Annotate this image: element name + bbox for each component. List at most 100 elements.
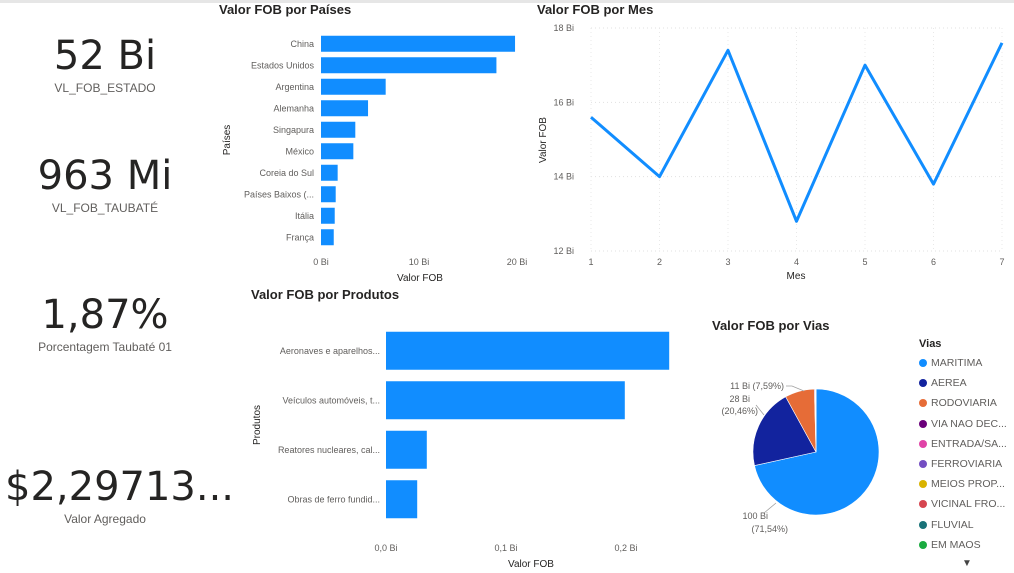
legend-item[interactable]: EM MAOS [919,535,1014,555]
kpi-card-percentage[interactable]: 1,87% Porcentagem Taubaté 01 [5,292,205,354]
legend-scroll-down-icon[interactable]: ▼ [962,558,972,569]
pie-legend: Vias MARITIMA AEREA RODOVIARIA VIA NAO DEC.… [919,338,1014,569]
y-axis-title: Produtos [252,405,263,445]
bar [321,143,354,160]
series-line [590,42,1004,223]
pie-slice [754,388,880,516]
legend-label: VIA NAO DEC... [931,417,1007,430]
leader-line [786,385,805,392]
kpi-label: Porcentagem Taubaté 01 [38,340,172,354]
legend-color-dot [919,399,927,408]
bar [321,35,516,52]
chart-title-mes: Valor FOB por Mes [537,2,654,17]
kpi-value: 963 Mi [37,153,173,199]
y-tick-label: Coreia do Sul [259,168,314,178]
x-tick-label: 0,1 Bi [494,543,517,553]
y-tick-label: Obras de ferro fundid... [287,494,380,504]
bar [321,100,369,117]
y-tick-label: França [286,232,314,242]
bar [321,57,497,74]
data-label: (71,54%) [751,524,788,534]
legend-label: AEREA [931,377,967,390]
legend-label: EM MAOS [931,538,981,551]
chart-valor-fob-paises[interactable]: China Estados Unidos Argentina Alemanha Sing… [215,20,530,285]
leader-line [755,404,765,416]
y-tick-label: Singapura [273,125,314,135]
y-axis-title: Países [222,125,233,156]
legend-item[interactable]: MEIOS PROP... [919,474,1014,494]
data-label: 100 Bi [742,511,768,521]
legend-label: VICINAL FRO... [931,498,1006,511]
legend-color-dot [919,480,927,489]
x-axis-title: Mes [787,271,806,282]
kpi-card-valor-agregado[interactable]: $2,29713... Valor Agregado [5,464,235,526]
legend-title: Vias [919,338,942,350]
y-tick-label: México [285,146,314,156]
x-tick-label: 4 [794,257,799,267]
kpi-value: 52 Bi [53,33,157,79]
y-tick-label: Países Baixos (... [244,189,314,199]
legend-color-dot [919,520,927,529]
y-tick-label: 18 Bi [553,23,574,33]
chart-title-vias: Valor FOB por Vias [712,318,830,333]
kpi-label: Valor Agregado [64,512,146,526]
bar [321,207,335,224]
kpi-label: VL_FOB_TAUBATÉ [51,201,159,215]
x-tick-label: 20 Bi [507,257,528,267]
legend-item[interactable]: AEREA [919,373,1014,393]
bar [321,78,386,95]
y-tick-label: 16 Bi [553,97,574,107]
x-tick-label: 6 [931,257,936,267]
kpi-label: VL_FOB_ESTADO [54,81,156,95]
legend-item[interactable]: RODOVIARIA [919,393,1014,413]
legend-label: MARITIMA [931,357,983,370]
legend-color-dot [919,500,927,509]
legend-label: FERROVIARIA [931,458,1003,471]
y-tick-label: China [290,39,314,49]
legend-item[interactable]: FLUVIAL [919,515,1014,535]
data-label: 11 Bi (7,59%) [730,381,784,391]
legend-item[interactable]: FERROVIARIA [919,454,1014,474]
y-axis-title: Valor FOB [538,117,549,163]
bar [386,480,418,519]
kpi-card-estado[interactable]: 52 Bi VL_FOB_ESTADO [5,33,205,95]
x-tick-label: 0 Bi [313,257,329,267]
legend-color-dot [919,540,927,549]
bar [321,186,336,203]
y-tick-label: 14 Bi [553,172,574,182]
y-tick-label: 12 Bi [553,246,574,256]
chart-valor-fob-produtos[interactable]: Aeronaves e aparelhos... Veículos automóv… [245,305,685,573]
y-tick-label: Estados Unidos [251,60,315,70]
bar [321,229,334,246]
x-tick-label: 7 [999,257,1004,267]
kpi-value: $2,29713... [5,464,235,510]
bar [321,164,338,181]
bar [386,430,427,469]
data-label: 28 Bi [729,394,750,404]
leader-line [763,502,777,514]
kpi-card-taubate[interactable]: 963 Mi VL_FOB_TAUBATÉ [5,153,205,215]
legend-color-dot [919,359,927,368]
legend-label: ENTRADA/SA... [931,437,1007,450]
x-axis-title: Valor FOB [397,273,443,284]
chart-title-produtos: Valor FOB por Produtos [251,287,400,302]
y-tick-label: Reatores nucleares, cal... [278,445,380,455]
kpi-value: 1,87% [41,292,169,338]
legend-item[interactable]: ENTRADA/SA... [919,434,1014,454]
y-tick-label: Aeronaves e aparelhos... [280,346,380,356]
legend-item[interactable]: VICINAL FRO... [919,494,1014,514]
legend-item[interactable]: VIA NAO DEC... [919,414,1014,434]
data-label: (20,46%) [721,406,758,416]
legend-color-dot [919,460,927,469]
x-tick-label: 2 [657,257,662,267]
chart-valor-fob-mes[interactable]: 12 Bi 14 Bi 16 Bi 18 Bi 1 2 3 4 5 6 7 Mes Valor FOB [530,15,1014,285]
x-tick-label: 5 [862,257,867,267]
y-tick-label: Alemanha [273,103,314,113]
x-tick-label: 1 [588,257,593,267]
x-tick-label: 0,0 Bi [374,543,397,553]
legend-label: FLUVIAL [931,518,974,531]
legend-item[interactable]: MARITIMA [919,353,1014,373]
x-axis-title: Valor FOB [508,559,554,570]
chart-valor-fob-vias[interactable]: 100 Bi (71,54%) 28 Bi (20,46%) 11 Bi (7,59%) [700,335,915,573]
legend-color-dot [919,439,927,448]
